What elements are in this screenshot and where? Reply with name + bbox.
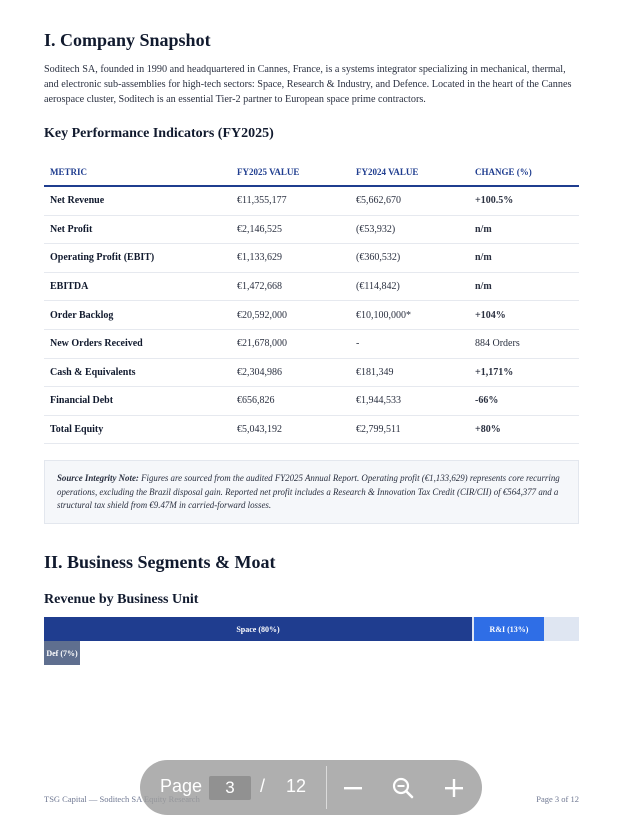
table-row: New Orders Received €21,678,000 - 884 Or… (44, 329, 579, 359)
metric-cell: Net Revenue (44, 186, 231, 216)
total-pages: 12 (286, 776, 307, 796)
column-header-change: CHANGE (%) (469, 158, 579, 187)
kpi-table: METRIC FY2025 VALUE FY2024 VALUE CHANGE … (44, 158, 579, 445)
segment-research-industry: R&I (13%) (474, 617, 544, 641)
column-header-fy2025: FY2025 VALUE (231, 158, 350, 187)
metric-cell: Operating Profit (EBIT) (44, 243, 231, 273)
fy2024-cell: (€114,842) (350, 272, 469, 302)
fy2024-cell: (€53,932) (350, 215, 469, 245)
metric-cell: Total Equity (44, 415, 231, 445)
metric-cell: Net Profit (44, 215, 231, 245)
fy2025-cell: €20,592,000 (231, 300, 350, 330)
table-row: Cash & Equivalents €2,304,986 €181,349 +… (44, 358, 579, 388)
change-cell: -66% (469, 386, 579, 416)
section-heading-company-snapshot: I. Company Snapshot (44, 30, 211, 50)
change-cell: n/m (469, 243, 579, 273)
page-navigation-toolbar: Page 3 / 12 (140, 760, 482, 815)
page-separator: / (260, 776, 266, 796)
fy2025-cell: €2,304,986 (231, 358, 350, 388)
segment-space: Space (80%) (44, 617, 472, 641)
change-cell: +100.5% (469, 186, 579, 216)
fy2024-cell: €1,944,533 (350, 386, 469, 416)
current-page-input[interactable]: 3 (209, 776, 251, 800)
fy2025-cell: €656,826 (231, 386, 350, 416)
fy2025-cell: €5,043,192 (231, 415, 350, 445)
footer-left: TSG Capital — Soditech SA Equity Researc… (44, 794, 200, 804)
revenue-heading: Revenue by Business Unit (44, 592, 199, 607)
note-label: Source Integrity Note: (57, 473, 139, 483)
metric-cell: Cash & Equivalents (44, 358, 231, 388)
minus-icon (344, 787, 362, 790)
company-intro-paragraph: Soditech SA, founded in 1990 and headqua… (44, 64, 572, 106)
zoom-in-button[interactable] (440, 774, 468, 802)
metric-cell: Order Backlog (44, 300, 231, 330)
zoom-reset-button[interactable] (389, 774, 417, 802)
page-label: Page (160, 776, 203, 796)
fy2024-cell: €181,349 (350, 358, 469, 388)
fy2024-cell: - (350, 329, 469, 359)
zoom-out-button[interactable] (339, 774, 367, 802)
metric-cell: EBITDA (44, 272, 231, 302)
fy2025-cell: €21,678,000 (231, 329, 350, 359)
fy2025-cell: €1,472,668 (231, 272, 350, 302)
column-header-metric: METRIC (44, 158, 231, 187)
table-row: Total Equity €5,043,192 €2,799,511 +80% (44, 415, 579, 445)
section-heading-business-segments: II. Business Segments & Moat (44, 552, 276, 572)
table-row: Financial Debt €656,826 €1,944,533 -66% (44, 386, 579, 416)
kpi-header-row: METRIC FY2025 VALUE FY2024 VALUE CHANGE … (44, 158, 579, 187)
metric-cell: Financial Debt (44, 386, 231, 416)
segment-defence: Def (7%) (44, 641, 80, 665)
table-row: Net Revenue €11,355,177 €5,662,670 +100.… (44, 186, 579, 216)
fy2024-cell: €5,662,670 (350, 186, 469, 216)
source-integrity-note: Source Integrity Note: Figures are sourc… (44, 460, 579, 524)
fy2024-cell: €2,799,511 (350, 415, 469, 445)
fy2025-cell: €1,133,629 (231, 243, 350, 273)
footer-page-number: Page 3 of 12 (536, 794, 579, 804)
change-cell: +80% (469, 415, 579, 445)
toolbar-divider (326, 766, 327, 809)
revenue-bar: Space (80%) R&I (13%) (44, 617, 579, 641)
fy2024-cell: €10,100,000* (350, 300, 469, 330)
column-header-fy2024: FY2024 VALUE (350, 158, 469, 187)
fy2025-cell: €2,146,525 (231, 215, 350, 245)
fy2024-cell: (€360,532) (350, 243, 469, 273)
change-cell: n/m (469, 215, 579, 245)
table-row: EBITDA €1,472,668 (€114,842) n/m (44, 272, 579, 302)
magnifier-zoom-out-icon (392, 777, 414, 799)
change-cell: n/m (469, 272, 579, 302)
plus-icon (445, 779, 463, 797)
table-row: Net Profit €2,146,525 (€53,932) n/m (44, 215, 579, 245)
fy2025-cell: €11,355,177 (231, 186, 350, 216)
change-cell: 884 Orders (469, 329, 579, 359)
change-cell: +104% (469, 300, 579, 330)
kpi-heading: Key Performance Indicators (FY2025) (44, 126, 274, 141)
change-cell: +1,171% (469, 358, 579, 388)
metric-cell: New Orders Received (44, 329, 231, 359)
note-text: Figures are sourced from the audited FY2… (57, 473, 560, 511)
table-row: Operating Profit (EBIT) €1,133,629 (€360… (44, 243, 579, 273)
table-row: Order Backlog €20,592,000 €10,100,000* +… (44, 300, 579, 330)
